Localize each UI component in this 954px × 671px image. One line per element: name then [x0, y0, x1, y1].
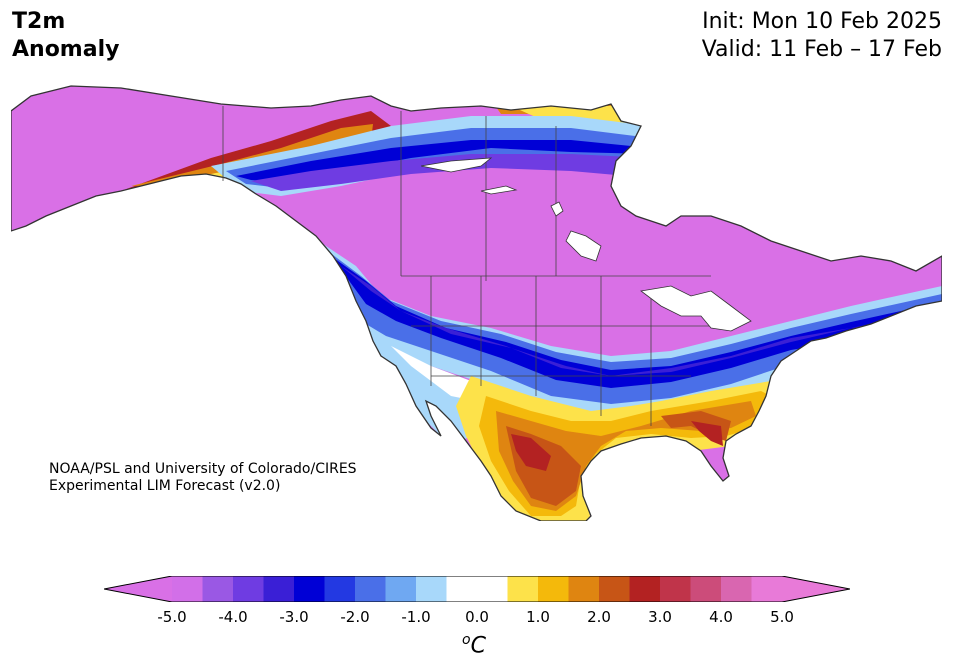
colorbar-bin — [385, 576, 417, 602]
colorbar-tick-label: -1.0 — [401, 608, 431, 626]
colorbar-bin — [690, 576, 722, 602]
valid-dates: Valid: 11 Feb – 17 Feb — [701, 37, 942, 62]
map-title: T2m Anomaly — [12, 8, 119, 64]
forecast-dates: Init: Mon 10 Feb 2025 Valid: 11 Feb – 17… — [702, 8, 942, 64]
colorbar-tick-label: -4.0 — [218, 608, 248, 626]
colorbar-tick-label: -3.0 — [279, 608, 309, 626]
colorbar-bin — [263, 576, 295, 602]
colorbar-unit: oC — [462, 632, 486, 658]
credit-line-2: Experimental LIM Forecast (v2.0) — [49, 478, 281, 494]
colorbar-bin — [294, 576, 325, 602]
colorbar-over-extension — [782, 576, 850, 602]
colorbar-bin — [599, 576, 630, 602]
credit-line-1: NOAA/PSL and University of Colorado/CIRE… — [49, 461, 357, 477]
colorbar — [104, 576, 850, 602]
colorbar-bin — [629, 576, 661, 602]
colorbar-bin — [507, 576, 539, 602]
colorbar-bin — [324, 576, 356, 602]
colorbar-tick-label: 1.0 — [526, 608, 550, 626]
colorbar-bin — [172, 576, 203, 602]
colorbar-tick-label: 0.0 — [465, 608, 489, 626]
colorbar-bin — [446, 576, 508, 602]
colorbar-tick-label: 3.0 — [648, 608, 672, 626]
colorbar-bin — [538, 576, 569, 602]
unit-letter: C — [470, 633, 486, 659]
colorbar-bin — [416, 576, 447, 602]
credit-text: NOAA/PSL and University of Colorado/CIRE… — [49, 461, 357, 495]
colorbar-ticks: -5.0 -4.0 -3.0 -2.0 -1.0 0.0 1.0 2.0 3.0 4.0 5.0 — [0, 608, 954, 630]
init-date: Init: Mon 10 Feb 2025 — [702, 9, 942, 34]
unit-degree: o — [462, 632, 471, 648]
colorbar-bin — [751, 576, 783, 602]
colorbar-bin — [660, 576, 691, 602]
colorbar-tick-label: 4.0 — [709, 608, 733, 626]
colorbar-bin — [721, 576, 752, 602]
colorbar-bin — [233, 576, 264, 602]
colorbar-bin — [355, 576, 386, 602]
colorbar-tick-label: 5.0 — [770, 608, 794, 626]
colorbar-under-extension — [104, 576, 172, 602]
colorbar-bin — [568, 576, 600, 602]
colorbar-tick-label: -5.0 — [157, 608, 187, 626]
title-line-1: T2m — [12, 9, 66, 34]
colorbar-tick-label: -2.0 — [340, 608, 370, 626]
colorbar-tick-label: 2.0 — [587, 608, 611, 626]
anomaly-map — [11, 66, 942, 521]
title-line-2: Anomaly — [12, 37, 120, 62]
colorbar-bin — [202, 576, 234, 602]
